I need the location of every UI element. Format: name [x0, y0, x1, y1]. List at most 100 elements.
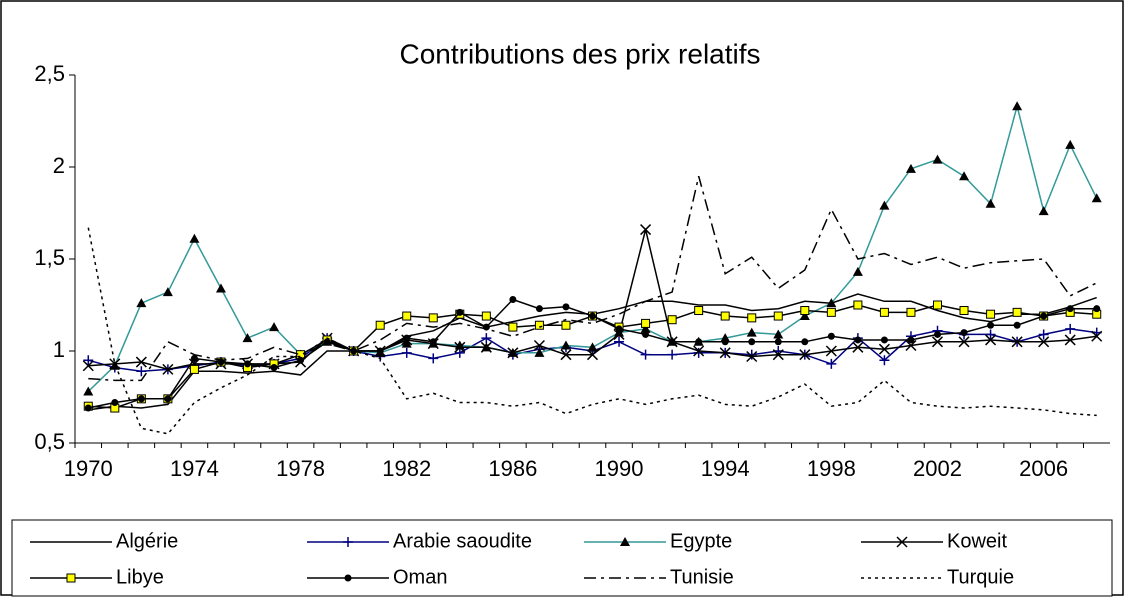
data-point [987, 321, 995, 329]
series-line [87, 227, 1097, 435]
legend-marker [66, 573, 76, 583]
data-point [534, 320, 544, 330]
data-point [640, 349, 651, 360]
data-point [1040, 312, 1048, 320]
data-point [429, 338, 437, 346]
data-point [508, 322, 518, 332]
data-point [905, 339, 917, 352]
data-point [933, 300, 942, 310]
data-point [667, 349, 678, 360]
x-tick-label: 1998 [807, 456, 856, 481]
data-point [959, 171, 970, 181]
data-point [560, 340, 571, 350]
data-point [1038, 206, 1049, 216]
data-point [535, 305, 543, 313]
x-tick-label: 1994 [701, 456, 750, 481]
data-point [375, 320, 385, 330]
data-point [959, 306, 969, 316]
y-tick-label: 1,5 [34, 245, 65, 270]
data-point [244, 360, 251, 368]
data-point [1065, 323, 1076, 334]
legend-label: Oman [393, 566, 447, 588]
data-point [589, 312, 596, 320]
legend-marker [344, 574, 352, 582]
data-point [747, 313, 757, 323]
data-point [509, 295, 517, 303]
chart-title: Contributions des prix relatifs [399, 38, 760, 69]
data-point [826, 358, 837, 369]
data-point [721, 338, 729, 346]
legend-label: Egypte [670, 530, 732, 552]
data-point [907, 336, 915, 344]
data-point [1038, 336, 1050, 348]
data-point [376, 347, 384, 355]
data-point [84, 404, 92, 412]
data-point [83, 355, 94, 366]
data-point [137, 395, 145, 403]
y-tick-label: 2,5 [34, 61, 65, 86]
legend-box [11, 519, 1113, 597]
data-point [827, 332, 835, 340]
data-point [931, 336, 944, 348]
data-point [693, 345, 705, 357]
data-point [773, 311, 783, 321]
data-point [561, 320, 571, 330]
data-point [136, 298, 147, 308]
data-point [641, 318, 651, 328]
data-point [748, 338, 756, 346]
data-point [1064, 334, 1076, 346]
data-point [136, 366, 147, 377]
data-point [1038, 329, 1049, 340]
data-point [694, 306, 704, 316]
data-point [852, 341, 864, 353]
data-point [586, 349, 599, 361]
y-tick-label: 0,5 [34, 429, 65, 454]
data-point [615, 325, 623, 333]
data-point [772, 349, 784, 361]
data-point [985, 329, 996, 340]
data-point [82, 360, 94, 372]
data-point [642, 330, 650, 338]
data-point [960, 329, 968, 337]
data-point [1093, 305, 1101, 313]
data-point [189, 364, 199, 374]
data-point [932, 154, 943, 164]
data-point [879, 307, 889, 317]
data-point [934, 330, 941, 338]
data-point [189, 233, 200, 243]
data-point [480, 341, 492, 353]
data-point [269, 322, 280, 332]
data-point [109, 358, 121, 370]
data-point [773, 329, 784, 339]
data-point [560, 349, 572, 361]
data-point [746, 349, 757, 360]
legend-marker [343, 537, 353, 547]
data-point [825, 345, 837, 357]
data-point [401, 347, 412, 358]
data-point [826, 307, 836, 317]
data-point [799, 349, 811, 361]
x-tick-label: 2006 [1019, 456, 1068, 481]
legend-label: Libye [116, 566, 164, 588]
data-point [135, 356, 147, 368]
data-point [695, 338, 703, 346]
data-point [562, 303, 570, 311]
data-point [640, 323, 651, 333]
data-point [985, 334, 997, 346]
legend-marker [896, 536, 908, 548]
data-point [958, 336, 970, 348]
data-point [1011, 336, 1023, 348]
data-point [1013, 321, 1021, 329]
data-point [905, 163, 916, 173]
data-point [270, 364, 278, 372]
data-point [533, 339, 545, 352]
data-point [878, 343, 890, 355]
legend-marker [620, 537, 630, 546]
data-point [402, 311, 412, 321]
data-point [401, 338, 412, 348]
data-point [428, 313, 438, 323]
data-point [880, 336, 888, 344]
data-point [801, 338, 809, 346]
data-point [799, 311, 810, 321]
